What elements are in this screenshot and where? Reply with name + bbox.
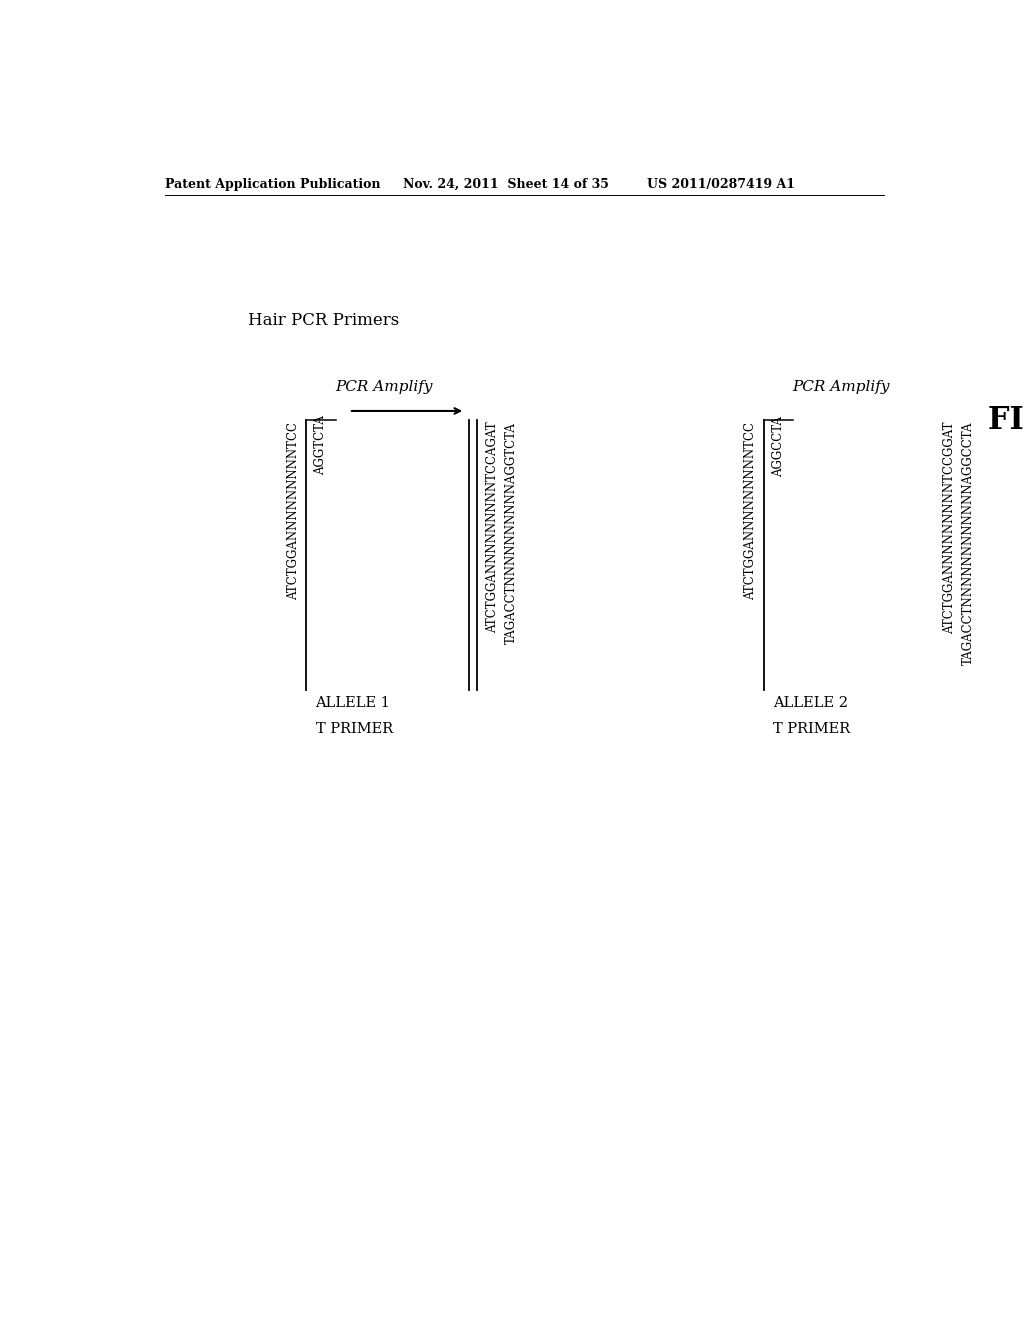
Text: ATCTGGANNNNNNNNNTCCGGAT: ATCTGGANNNNNNNNNTCCGGAT bbox=[943, 422, 956, 634]
Text: ATCTGGANNNNNNNNNTCCAGAT: ATCTGGANNNNNNNNNTCCAGAT bbox=[485, 422, 499, 634]
Text: FIG. 14: FIG. 14 bbox=[988, 405, 1024, 436]
Text: AGGTCTA: AGGTCTA bbox=[314, 416, 328, 475]
Text: Nov. 24, 2011  Sheet 14 of 35: Nov. 24, 2011 Sheet 14 of 35 bbox=[403, 178, 609, 190]
Text: ATCTGGANNNNNNNNNTCC: ATCTGGANNNNNNNNNTCC bbox=[743, 422, 757, 599]
Text: T PRIMER: T PRIMER bbox=[315, 722, 392, 737]
Text: Patent Application Publication: Patent Application Publication bbox=[165, 178, 381, 190]
Text: ALLELE 1: ALLELE 1 bbox=[315, 696, 390, 710]
Text: TAGACCTNNNNNNNNNNNNAGGCCTA: TAGACCTNNNNNNNNNNNNAGGCCTA bbox=[963, 422, 976, 665]
Text: Hair PCR Primers: Hair PCR Primers bbox=[248, 313, 399, 330]
Text: TAGACCTNNNNNNNNNNAGGTCTA: TAGACCTNNNNNNNNNNAGGTCTA bbox=[505, 422, 518, 644]
Text: AGGCCTA: AGGCCTA bbox=[772, 416, 784, 477]
Text: ALLELE 2: ALLELE 2 bbox=[773, 696, 848, 710]
Text: US 2011/0287419 A1: US 2011/0287419 A1 bbox=[647, 178, 796, 190]
Text: PCR Amplify: PCR Amplify bbox=[335, 380, 432, 395]
Text: PCR Amplify: PCR Amplify bbox=[793, 380, 890, 395]
Text: T PRIMER: T PRIMER bbox=[773, 722, 850, 737]
Text: ATCTGGANNNNNNNNNTCC: ATCTGGANNNNNNNNNTCC bbox=[287, 422, 300, 599]
